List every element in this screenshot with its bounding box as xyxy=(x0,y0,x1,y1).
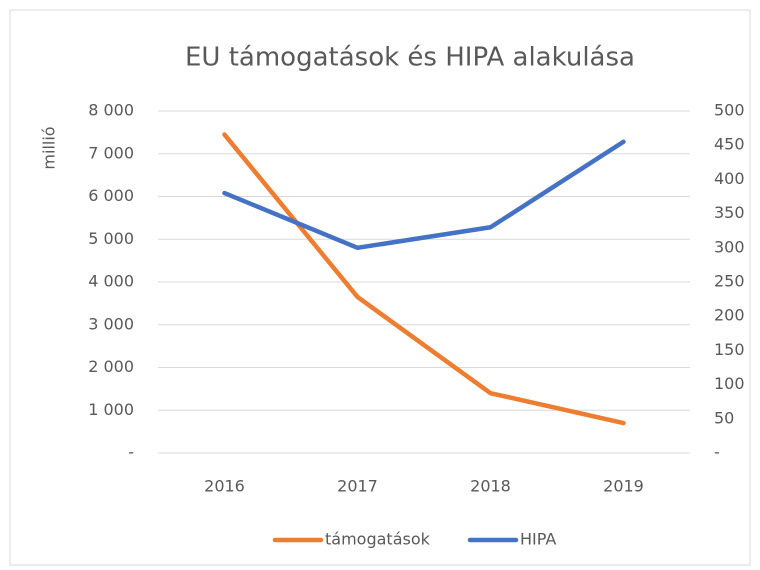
y-tick-label: - xyxy=(128,443,134,462)
y2-tick-label: 250 xyxy=(714,272,745,291)
y-tick-label: 3 000 xyxy=(88,314,134,333)
y2-tick-label: 500 xyxy=(714,101,745,120)
x-tick-label: 2019 xyxy=(603,477,644,496)
x-tick-label: 2018 xyxy=(470,477,511,496)
y-tick-label: 6 000 xyxy=(88,186,134,205)
y2-tick-label: 450 xyxy=(714,135,745,154)
y-tick-label: 4 000 xyxy=(88,272,134,291)
chart-border xyxy=(9,9,751,566)
legend-label: támogatások xyxy=(325,530,431,549)
legend-label: HIPA xyxy=(520,530,556,549)
y2-tick-label: - xyxy=(714,443,720,462)
y2-tick-label: 150 xyxy=(714,340,745,359)
y2-tick-label: 350 xyxy=(714,203,745,222)
series-line xyxy=(222,139,626,251)
series-line xyxy=(222,132,626,426)
y-tick-label: 1 000 xyxy=(88,400,134,419)
y2-tick-label: 300 xyxy=(714,237,745,256)
y2-tick-label: 400 xyxy=(714,169,745,188)
y-tick-label: 2 000 xyxy=(88,357,134,376)
x-tick-label: 2016 xyxy=(204,477,245,496)
y-tick-label: 7 000 xyxy=(88,143,134,162)
y-axis-label: millió xyxy=(40,126,59,169)
y-tick-label: 8 000 xyxy=(88,101,134,120)
y2-tick-label: 100 xyxy=(714,374,745,393)
x-tick-label: 2017 xyxy=(337,477,378,496)
y-tick-label: 5 000 xyxy=(88,229,134,248)
y2-tick-label: 200 xyxy=(714,306,745,325)
y2-tick-label: 50 xyxy=(714,408,734,427)
chart-title: EU támogatások és HIPA alakulása xyxy=(185,43,635,73)
